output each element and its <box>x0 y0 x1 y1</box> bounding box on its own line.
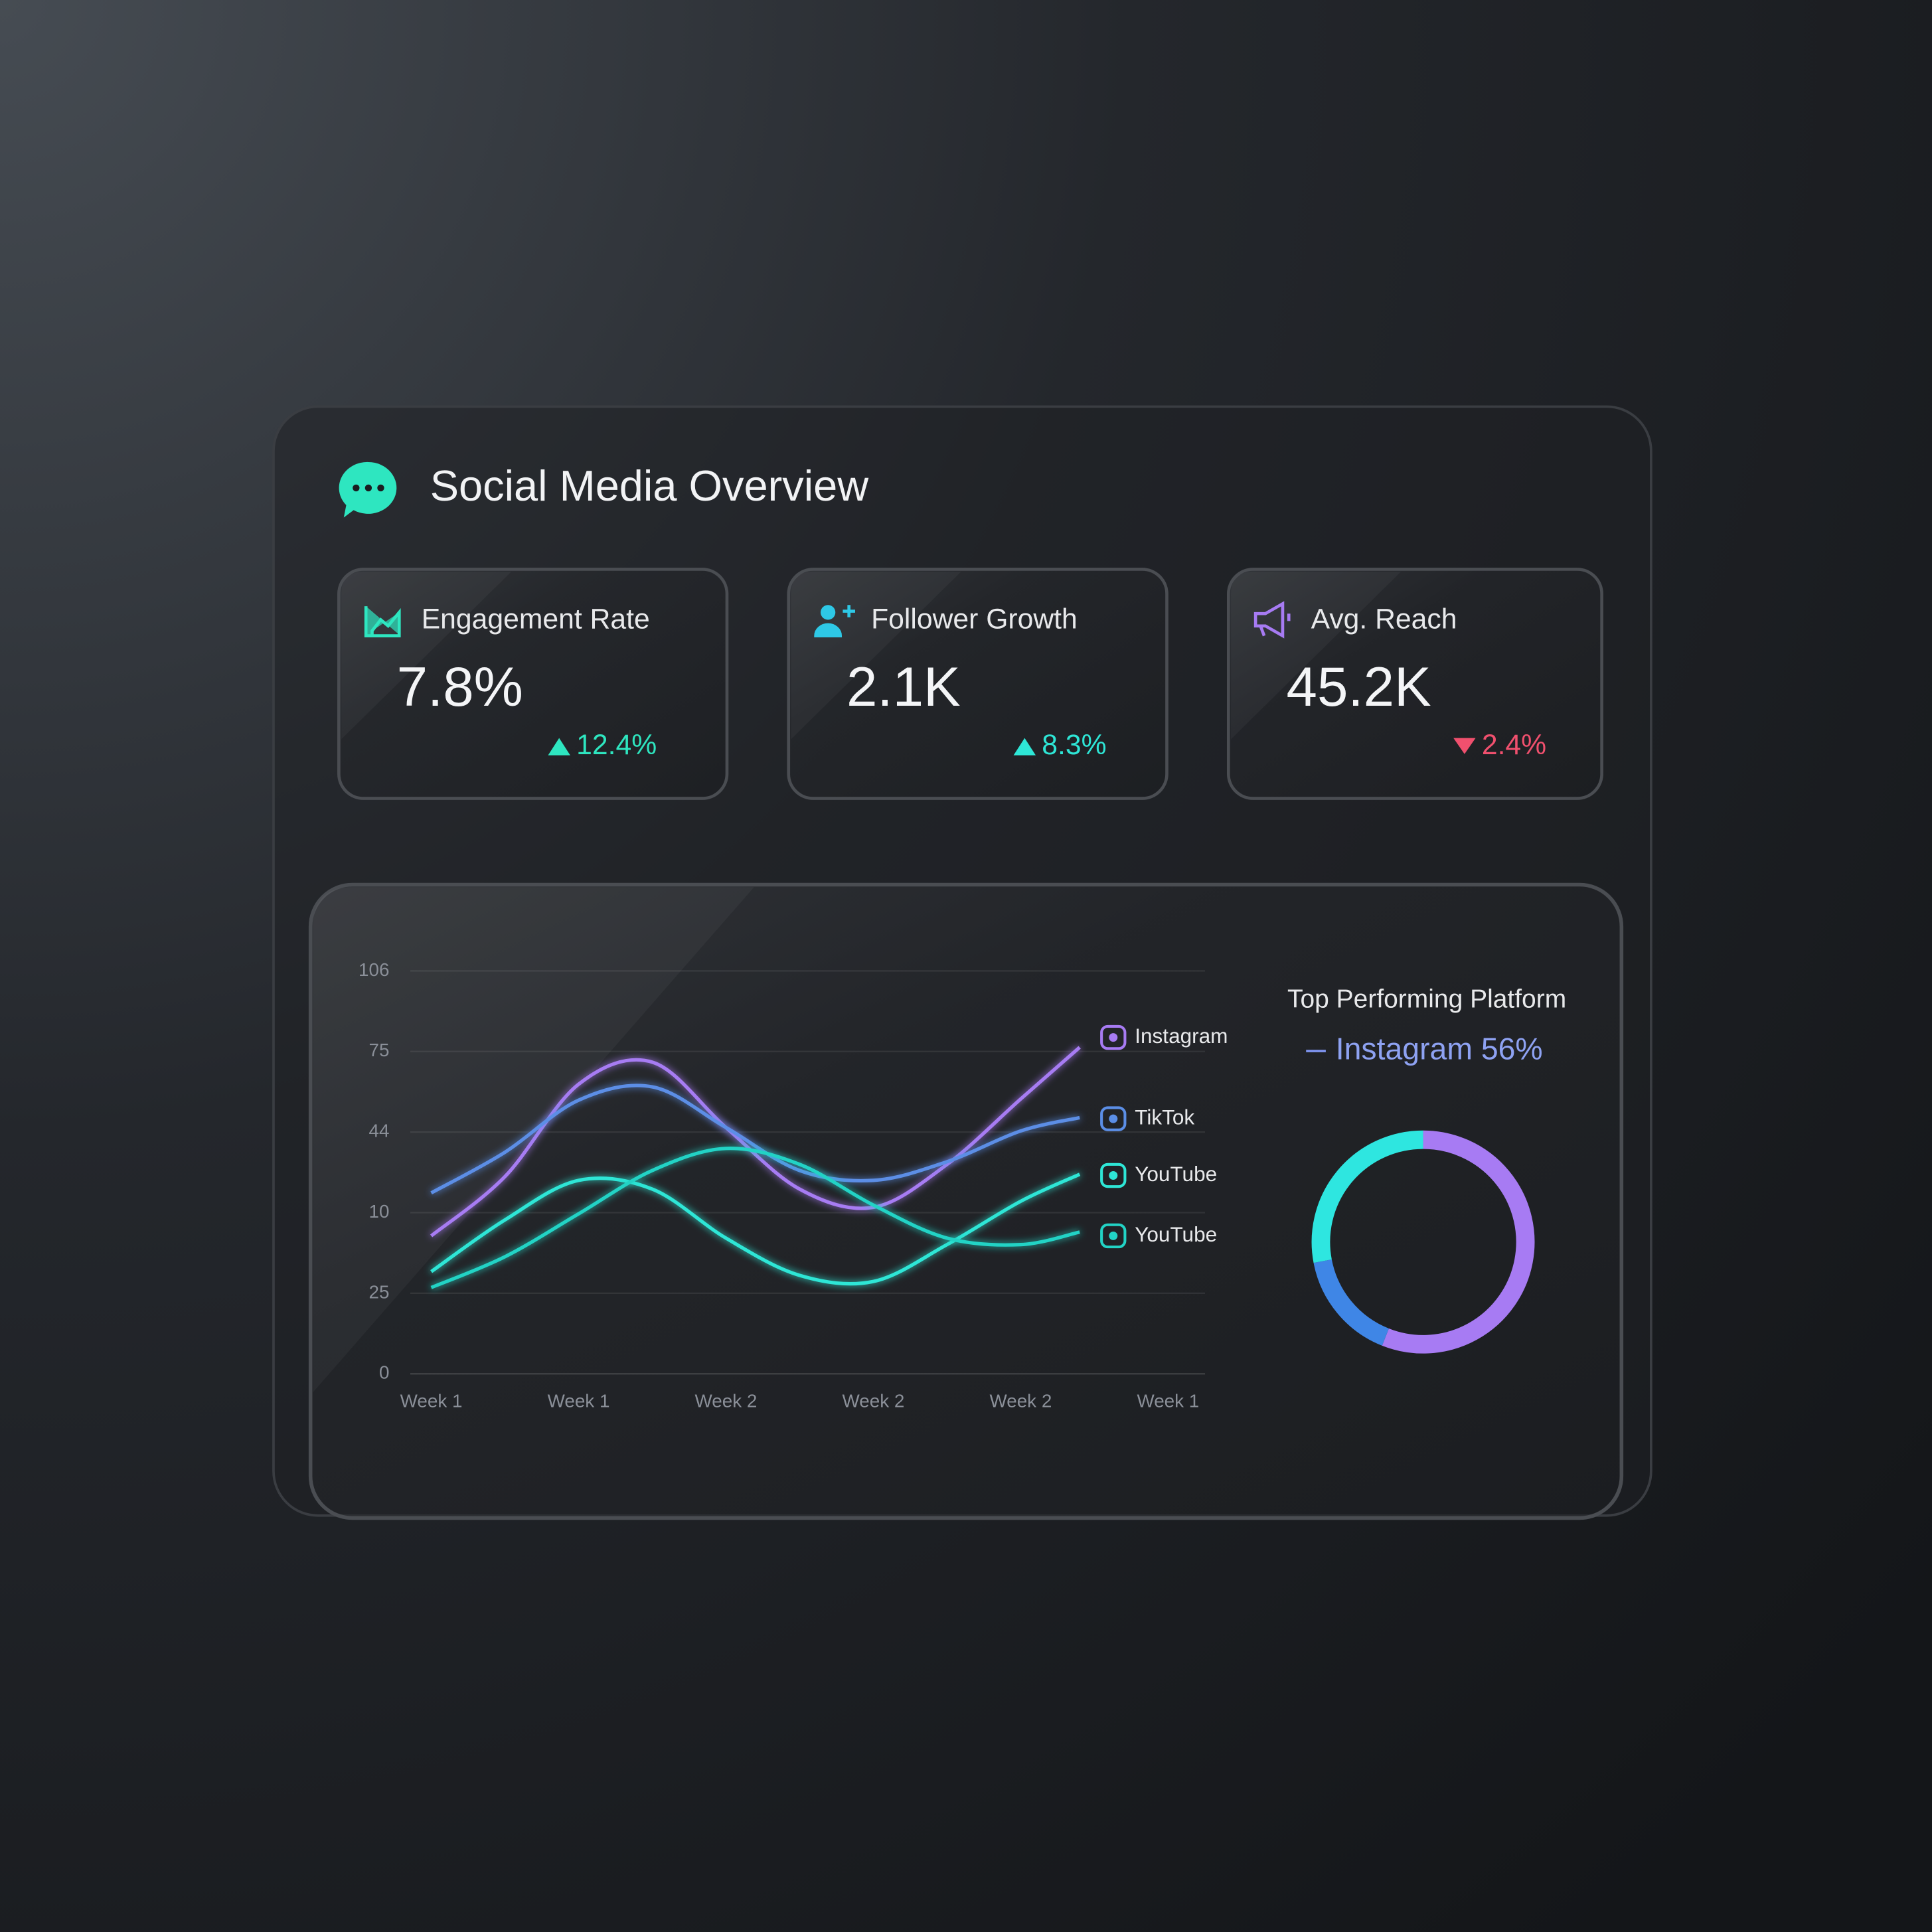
legend-icon-dot <box>1109 1231 1118 1240</box>
legend-label: TikTok <box>1135 1105 1194 1129</box>
x-tick-label: Week 2 <box>843 1390 905 1411</box>
legend-label: YouTube <box>1135 1162 1217 1186</box>
legend-icon <box>1100 1223 1127 1249</box>
trend-arrow <box>548 738 570 756</box>
legend-label: YouTube <box>1135 1222 1217 1246</box>
pie-title: Top Performing Platform <box>1287 985 1566 1013</box>
kpi-card <box>787 568 1168 800</box>
kpi-icon <box>821 605 836 620</box>
legend-icon-dot <box>1109 1033 1118 1042</box>
kpi-icon <box>364 606 401 637</box>
kpi-title: Engagement Rate <box>422 604 650 635</box>
card-reflection <box>1231 572 1402 740</box>
x-tick-label: Week 1 <box>548 1390 610 1411</box>
legend-icon-dot <box>1109 1171 1118 1180</box>
trend-arrow <box>1013 738 1036 756</box>
kpi-change: 2.4% <box>1482 729 1546 761</box>
chart-panel <box>308 882 1624 1520</box>
legend-icon-dot <box>1109 1114 1118 1123</box>
donut-segment <box>1313 1259 1390 1346</box>
y-tick-label: 25 <box>368 1281 389 1302</box>
page-title: Social Media Overview <box>430 461 870 510</box>
kpi-card <box>337 568 729 800</box>
kpi-value: 7.8% <box>397 655 523 718</box>
kpi-icon <box>814 605 855 637</box>
kpi-icon <box>1253 601 1291 639</box>
title-icon <box>339 461 397 518</box>
kpi-value: 2.1K <box>846 655 961 718</box>
card-reflection <box>341 572 512 740</box>
kpi-change: 8.3% <box>1042 729 1106 761</box>
kpi-value: 45.2K <box>1287 655 1431 718</box>
donut-segment <box>1382 1130 1535 1354</box>
donut-segment <box>1311 1130 1423 1263</box>
legend-icon <box>1100 1163 1127 1188</box>
series-line <box>430 1084 1080 1195</box>
y-tick-label: 0 <box>379 1362 389 1383</box>
y-tick-label: 106 <box>359 959 389 980</box>
kpi-title: Avg. Reach <box>1311 604 1457 635</box>
y-tick-label: 44 <box>368 1121 389 1141</box>
pie-highlight: Instagram 56% <box>1336 1031 1543 1066</box>
series-line <box>430 1172 1081 1286</box>
legend-label: Instagram <box>1135 1024 1228 1048</box>
y-tick-label: 75 <box>368 1040 389 1060</box>
kpi-change: 12.4% <box>576 729 657 761</box>
x-tick-label: Week 1 <box>400 1390 463 1411</box>
legend-icon <box>1100 1024 1127 1050</box>
y-tick-label: 10 <box>368 1201 389 1222</box>
trend-arrow <box>1453 738 1476 754</box>
x-tick-label: Week 1 <box>1137 1390 1199 1411</box>
legend-icon <box>1100 1106 1127 1131</box>
series-line <box>430 1147 1080 1289</box>
kpi-title: Follower Growth <box>871 604 1078 635</box>
x-tick-label: Week 2 <box>695 1390 758 1411</box>
x-tick-label: Week 2 <box>989 1390 1052 1411</box>
kpi-card <box>1226 568 1603 800</box>
